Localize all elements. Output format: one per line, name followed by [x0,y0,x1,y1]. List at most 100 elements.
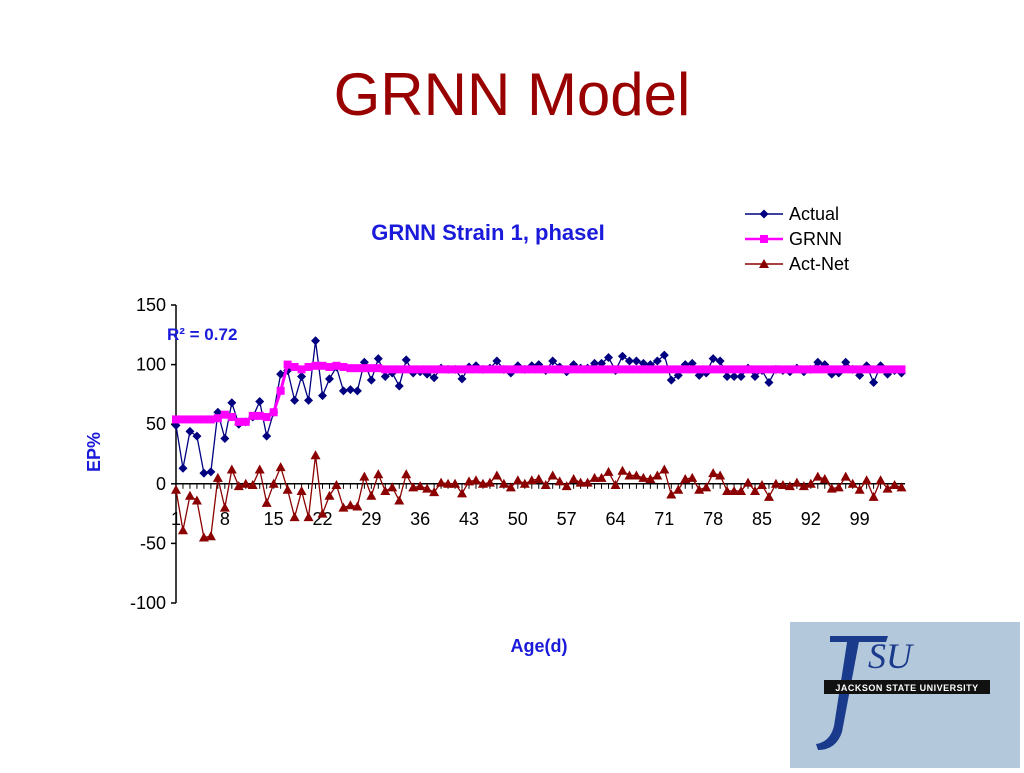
data-point-actual [366,375,376,385]
data-point-grnn [451,365,460,374]
data-point-grnn [234,417,243,426]
data-point-actual [276,369,286,379]
data-point-act-net [840,471,851,481]
y-tick-label: -100 [130,593,166,613]
data-point-grnn [883,365,892,374]
data-point-grnn [423,365,432,374]
data-point-act-net [889,479,900,489]
y-tick-label: -50 [140,533,166,553]
data-point-grnn [834,365,843,374]
x-tick-label: 78 [703,509,723,529]
data-point-grnn [806,365,815,374]
legend-item-act-net: Act-Net [745,254,849,274]
data-point-grnn [409,365,418,374]
data-point-actual [666,375,676,385]
data-point-act-net [680,474,691,484]
data-point-actual [304,395,314,405]
data-point-grnn [778,365,787,374]
data-point-act-net [373,469,384,479]
data-point-act-net [296,485,307,495]
data-point-act-net [777,479,788,489]
data-point-act-net [652,470,663,480]
data-point-grnn [367,364,376,373]
y-tick-label: 100 [136,355,166,375]
data-point-grnn [297,365,306,374]
data-point-grnn [820,365,829,374]
data-point-grnn [339,362,348,371]
data-point-act-net [868,491,879,501]
data-point-grnn [785,365,794,374]
data-point-actual [604,352,614,362]
data-point-grnn [262,413,271,422]
data-point-act-net [561,481,572,491]
data-point-act-net [896,482,907,492]
data-point-grnn [841,365,850,374]
data-point-act-net [171,484,181,494]
data-point-act-net [603,466,614,476]
data-point-act-net [198,532,209,542]
data-point-act-net [882,483,893,493]
data-point-act-net [861,475,872,485]
data-point-act-net [401,469,412,479]
data-point-grnn [172,415,180,424]
data-point-act-net [645,474,656,484]
data-point-grnn [478,365,487,374]
data-point-act-net [812,471,823,481]
data-point-act-net [547,470,558,480]
x-tick-label: 92 [801,509,821,529]
axes: -100 -50 0 50 100 150 1 8 15 22 29 36 43 50 57 64 71 78 85… [130,295,905,613]
data-point-grnn [534,365,543,374]
data-point-act-net [247,479,258,489]
data-point-actual [631,356,641,366]
data-point-act-net [268,478,279,488]
data-point-act-net [422,483,433,493]
data-point-grnn [848,365,857,374]
svg-text:JACKSON STATE UNIVERSITY: JACKSON STATE UNIVERSITY [835,683,978,693]
data-point-act-net [205,531,216,541]
legend-label: Act-Net [789,254,849,274]
data-point-actual [764,377,774,387]
data-point-grnn [255,411,264,420]
data-point-grnn [185,415,194,424]
data-point-grnn [381,365,390,374]
data-point-grnn [576,365,585,374]
data-point-grnn [597,365,606,374]
data-point-actual [290,395,300,405]
data-point-act-net [763,491,774,501]
data-point-actual [345,385,355,395]
data-point-act-net [847,478,858,488]
data-point-grnn [583,365,592,374]
data-point-act-net [512,475,523,485]
data-point-actual [401,355,411,365]
data-point-act-net [673,484,684,494]
data-point-actual [750,372,760,382]
data-point-grnn [241,417,250,426]
data-point-act-net [833,482,844,492]
data-point-actual [185,426,195,436]
data-point-grnn [590,365,599,374]
data-point-act-net [519,478,530,488]
data-point-act-net [331,479,342,489]
data-point-grnn [520,365,529,374]
data-point-act-net [177,525,188,535]
data-point-grnn [674,365,683,374]
x-tick-label: 22 [312,509,332,529]
data-point-grnn [325,362,334,371]
data-point-grnn [513,365,522,374]
data-point-grnn [304,362,313,371]
data-point-act-net [463,476,474,486]
data-point-act-net [505,482,516,492]
data-point-act-net [526,475,537,485]
data-point-act-net [219,502,230,512]
x-tick-label: 50 [508,509,528,529]
jsu-logo-mark: SU JACKSON STATE UNIVERSITY [816,636,990,750]
data-point-act-net [491,470,502,480]
data-point-act-net [436,477,447,487]
data-point-act-net [289,512,300,522]
data-point-actual [192,431,202,441]
data-point-grnn [437,365,446,374]
data-point-grnn [311,361,320,370]
x-tick-label: 8 [220,509,230,529]
data-point-actual [324,374,334,384]
data-point-grnn [178,415,187,424]
